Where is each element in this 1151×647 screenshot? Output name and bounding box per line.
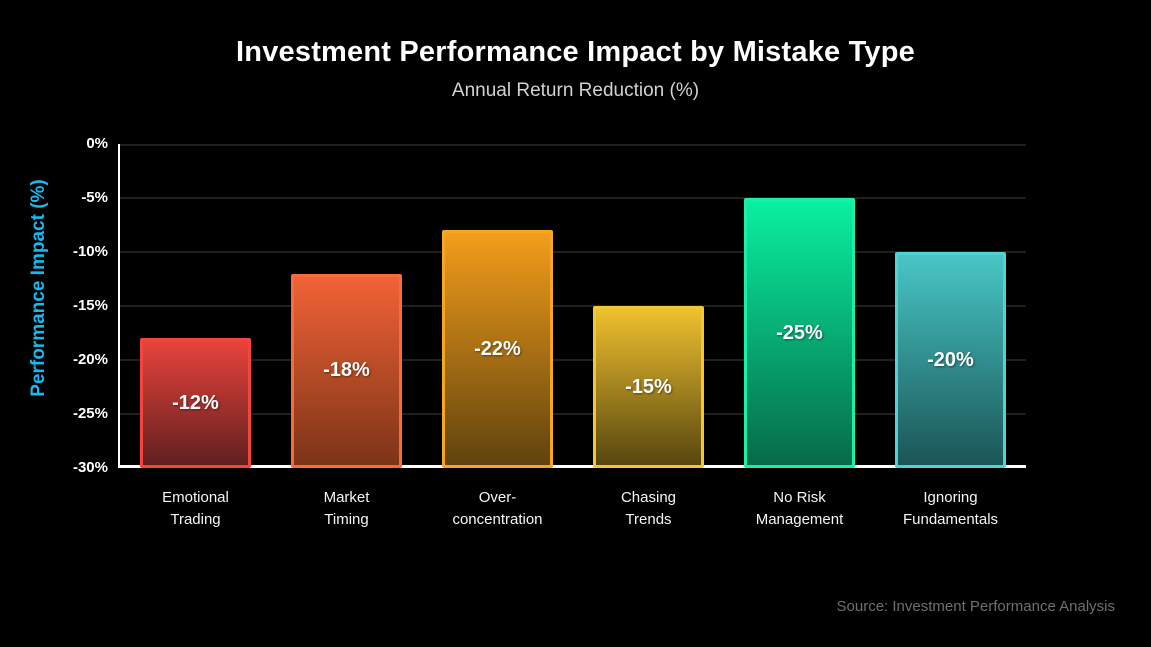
y-tick-label: 0% — [86, 135, 108, 152]
plot-area — [118, 144, 1026, 468]
x-axis-label-chasing-trends: Chasing Trends — [620, 489, 677, 528]
bar-value-label: -20% — [927, 348, 974, 371]
bar-value-label: -15% — [625, 375, 672, 398]
gridline — [120, 197, 1026, 199]
y-axis-ticks: 0% -5% -10% -15% -20% -25% -30% — [0, 135, 108, 476]
gridline — [120, 359, 1026, 361]
chart-title: Investment Performance Impact by Mistake… — [236, 36, 915, 68]
x-axis-label-market-timing: Market Timing — [323, 489, 370, 528]
bar-slot-ignoring-fundamentals: -20% — [875, 144, 1026, 468]
bar-value-label: -18% — [323, 359, 370, 382]
bar-slot-market-timing: -18% — [271, 144, 422, 468]
gridline — [120, 305, 1026, 307]
gridline — [120, 413, 1026, 415]
bar-over-concentration: -22% — [442, 230, 553, 468]
bar-slot-over-concentration: -22% — [422, 144, 573, 468]
bar-ignoring-fundamentals: -20% — [895, 252, 1006, 468]
bar-value-label: -25% — [776, 321, 823, 344]
chart-subtitle: Annual Return Reduction (%) — [451, 80, 700, 101]
bar-slot-chasing-trends: -15% — [573, 144, 724, 468]
y-tick-label: -30% — [72, 459, 108, 476]
x-axis-label-no-risk-management: No Risk Management — [755, 489, 844, 528]
bar-chasing-trends: -15% — [593, 306, 704, 468]
bar-market-timing: -18% — [291, 273, 402, 468]
bar-no-risk-management: -25% — [744, 198, 855, 468]
y-tick-label: -10% — [72, 243, 108, 260]
y-tick-label: -20% — [72, 351, 108, 368]
x-axis-label-over-concentration: Over- concentration — [452, 489, 543, 528]
bars: -12% -18% -22% -15% -25% -20% — [120, 144, 1026, 468]
bar-value-label: -22% — [474, 337, 521, 360]
bar-slot-no-risk-management: -25% — [724, 144, 875, 468]
bar-value-label: -12% — [172, 391, 219, 414]
gridline — [120, 251, 1026, 253]
x-axis-label-ignoring-fundamentals: Ignoring Fundamentals — [902, 489, 999, 528]
y-tick-label: -15% — [72, 297, 108, 314]
bar-slot-emotional-trading: -12% — [120, 144, 271, 468]
x-axis-labels: Emotional Trading Market Timing Over- conc… — [120, 487, 1026, 531]
bar-emotional-trading: -12% — [140, 338, 251, 468]
source-note: Source: Investment Performance Analysis — [836, 598, 1115, 615]
x-axis-label-emotional-trading: Emotional Trading — [162, 489, 229, 528]
y-tick-label: -25% — [72, 405, 108, 422]
gridline — [120, 144, 1026, 146]
y-tick-label: -5% — [81, 189, 108, 206]
